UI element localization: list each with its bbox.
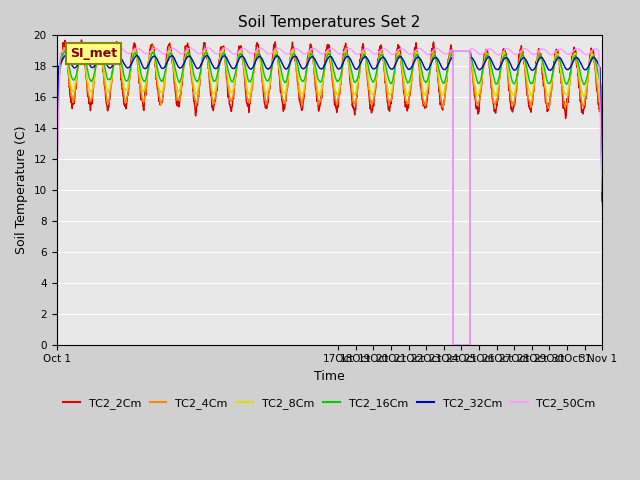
Line: TC2_16Cm: TC2_16Cm — [56, 51, 602, 213]
TC2_32Cm — [588, 57, 595, 62]
Line: TC2_4Cm: TC2_4Cm — [56, 46, 602, 220]
Line: TC2_32Cm: TC2_32Cm — [56, 55, 602, 202]
TC2_50Cm — [285, 50, 293, 56]
X-axis label: Time: Time — [314, 370, 345, 383]
TC2_32Cm — [262, 64, 269, 70]
TC2_16Cm — [588, 55, 595, 61]
Line: TC2_50Cm: TC2_50Cm — [56, 48, 602, 200]
TC2_8Cm — [529, 87, 537, 93]
TC2_4Cm — [285, 63, 293, 69]
TC2_16Cm — [598, 194, 606, 200]
TC2_32Cm — [529, 67, 537, 73]
TC2_50Cm — [147, 48, 155, 54]
TC2_4Cm — [529, 92, 537, 97]
TC2_16Cm — [115, 50, 123, 56]
Line: TC2_2Cm: TC2_2Cm — [56, 40, 602, 222]
Bar — [452, 51, 470, 345]
TC2_4Cm — [588, 48, 595, 54]
Line: TC2_8Cm: TC2_8Cm — [56, 49, 602, 206]
TC2_32Cm — [115, 53, 123, 59]
TC2_16Cm — [529, 80, 537, 85]
TC2_4Cm — [598, 180, 606, 186]
TC2_2Cm — [529, 94, 537, 100]
TC2_4Cm — [262, 101, 269, 107]
TC2_8Cm — [262, 90, 269, 96]
TC2_2Cm — [285, 64, 293, 70]
TC2_4Cm — [115, 51, 123, 57]
TC2_32Cm — [147, 56, 155, 62]
TC2_50Cm — [52, 197, 60, 203]
Text: SI_met: SI_met — [70, 47, 117, 60]
TC2_2Cm — [598, 163, 606, 168]
TC2_4Cm — [147, 50, 155, 56]
TC2_50Cm — [598, 189, 606, 194]
TC2_2Cm — [147, 45, 155, 51]
TC2_8Cm — [285, 64, 293, 70]
TC2_32Cm — [285, 61, 293, 67]
TC2_50Cm — [262, 49, 269, 55]
TC2_50Cm — [588, 48, 595, 54]
TC2_16Cm — [147, 52, 155, 58]
TC2_8Cm — [588, 51, 595, 57]
TC2_8Cm — [52, 201, 60, 206]
TC2_16Cm — [52, 210, 60, 216]
TC2_2Cm — [262, 100, 269, 106]
TC2_50Cm — [115, 45, 123, 51]
Y-axis label: Soil Temperature (C): Soil Temperature (C) — [15, 126, 28, 254]
TC2_8Cm — [115, 50, 123, 56]
TC2_32Cm — [52, 198, 60, 204]
TC2_2Cm — [115, 50, 123, 56]
TC2_50Cm — [529, 51, 537, 57]
Title: Soil Temperatures Set 2: Soil Temperatures Set 2 — [238, 15, 420, 30]
TC2_32Cm — [598, 199, 606, 204]
TC2_8Cm — [147, 50, 155, 56]
TC2_2Cm — [52, 219, 60, 225]
TC2_4Cm — [52, 217, 60, 223]
TC2_16Cm — [285, 64, 293, 70]
TC2_16Cm — [262, 76, 269, 82]
TC2_2Cm — [588, 47, 595, 53]
TC2_8Cm — [598, 204, 606, 209]
Legend: TC2_2Cm, TC2_4Cm, TC2_8Cm, TC2_16Cm, TC2_32Cm, TC2_50Cm: TC2_2Cm, TC2_4Cm, TC2_8Cm, TC2_16Cm, TC2… — [58, 394, 600, 413]
